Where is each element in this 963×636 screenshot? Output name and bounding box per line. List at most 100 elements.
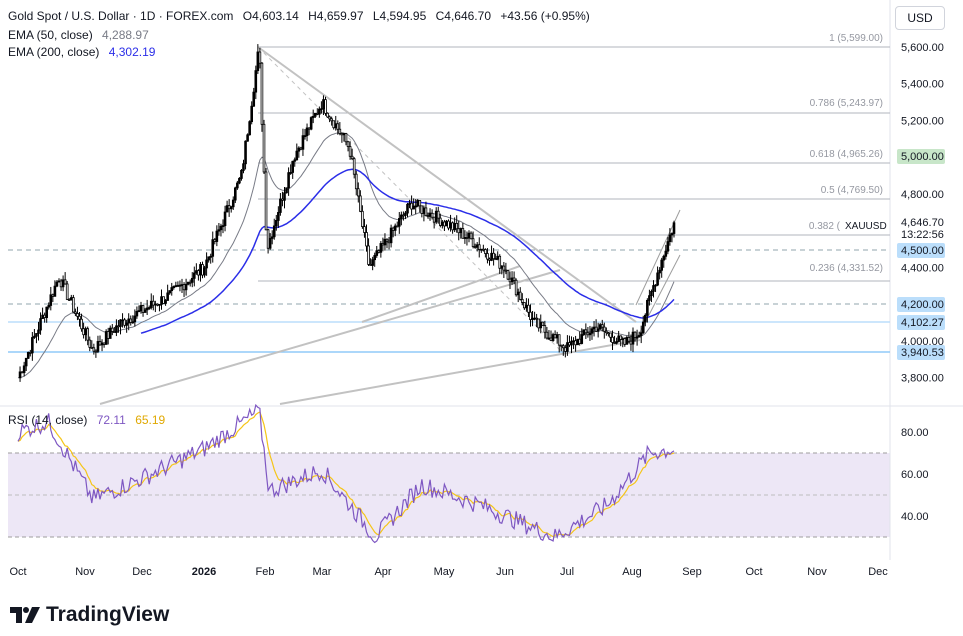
candle-body bbox=[447, 220, 450, 229]
rsi-tick-label: 40.00 bbox=[901, 511, 929, 523]
symbol-title[interactable]: Gold Spot / U.S. Dollar · 1D · FOREX.com bbox=[8, 9, 234, 23]
fib-label-0786: 0.786 (5,243.97) bbox=[810, 98, 883, 109]
rsi-legend[interactable]: RSI (14, close) 72.11 65.19 bbox=[8, 413, 171, 427]
candle-body bbox=[603, 326, 606, 332]
candle-body bbox=[26, 352, 30, 359]
candle-body bbox=[117, 325, 120, 328]
currency-button[interactable]: USD bbox=[895, 6, 945, 30]
time-tick-label: Apr bbox=[374, 566, 391, 578]
candle-body bbox=[408, 202, 411, 205]
badge-3940-bg bbox=[897, 345, 945, 360]
candle-body bbox=[631, 331, 635, 345]
time-tick-label: Dec bbox=[132, 566, 152, 578]
candle-body bbox=[541, 321, 545, 327]
time-tick-label: Sep bbox=[682, 566, 702, 578]
time-tick-label: Feb bbox=[256, 566, 275, 578]
candle-body bbox=[293, 159, 297, 162]
candle-body bbox=[238, 178, 241, 184]
time-tick-label: May bbox=[434, 566, 455, 578]
candle-body bbox=[217, 229, 221, 232]
candle-body bbox=[580, 334, 584, 344]
candle-body bbox=[594, 326, 598, 332]
candle-body bbox=[342, 133, 346, 136]
candle-body bbox=[578, 338, 581, 344]
price-tick-label: 5,600.00 bbox=[901, 42, 944, 54]
candle-body bbox=[574, 340, 577, 346]
candle-body bbox=[61, 279, 65, 288]
candle-body bbox=[313, 112, 317, 117]
candle-body bbox=[582, 329, 586, 335]
candle-body bbox=[619, 335, 622, 340]
candle-body bbox=[412, 205, 415, 210]
candle-body bbox=[644, 314, 647, 323]
candle-body bbox=[166, 292, 169, 301]
candle-body bbox=[28, 352, 32, 354]
candle-body bbox=[609, 332, 612, 338]
rsi-axis[interactable]: 80.00 60.00 40.00 bbox=[901, 427, 929, 523]
candle-body bbox=[354, 173, 358, 190]
candle-body bbox=[535, 317, 538, 320]
candle-body bbox=[564, 347, 567, 352]
rsi-label: RSI (14, close) bbox=[8, 413, 88, 427]
candle-body bbox=[285, 187, 288, 194]
candle-body bbox=[637, 335, 641, 338]
candle-body bbox=[387, 240, 391, 244]
candle-body bbox=[397, 218, 401, 227]
candle-body bbox=[250, 105, 254, 123]
candle-body bbox=[465, 237, 469, 239]
candle-body bbox=[611, 336, 614, 343]
candle-body bbox=[158, 303, 161, 306]
price-axis[interactable]: 5,600.00 5,400.00 5,200.00 4,800.00 4,400.00… bbox=[901, 42, 944, 385]
candle-body bbox=[607, 332, 610, 335]
candle-body bbox=[160, 296, 163, 305]
candle-body bbox=[502, 265, 506, 271]
candle-body bbox=[57, 280, 61, 283]
candle-body bbox=[629, 340, 633, 345]
candle-body bbox=[592, 326, 596, 330]
candle-body bbox=[646, 299, 649, 316]
candle-body bbox=[82, 328, 85, 336]
badge-3940: 3,940.53 bbox=[901, 347, 944, 359]
candle-body bbox=[596, 328, 600, 332]
candle-body bbox=[80, 318, 83, 330]
candle-body bbox=[395, 225, 399, 228]
candle-body bbox=[180, 284, 184, 287]
tradingview-logo-icon bbox=[10, 607, 40, 623]
candle-body bbox=[184, 283, 188, 291]
candle-body bbox=[484, 249, 487, 254]
candle-body bbox=[129, 318, 133, 323]
candle-body bbox=[627, 336, 631, 342]
candle-body bbox=[121, 319, 124, 322]
trendlines bbox=[99, 46, 681, 405]
candle-body bbox=[525, 304, 528, 309]
candle-body bbox=[625, 336, 629, 345]
candle-body bbox=[473, 246, 477, 248]
candle-body bbox=[86, 328, 90, 341]
candle-body bbox=[24, 357, 28, 367]
candle-body bbox=[375, 250, 379, 256]
candle-body bbox=[426, 215, 430, 218]
candle-body bbox=[553, 334, 557, 339]
tradingview-logo-text: TradingView bbox=[46, 603, 170, 626]
candle-body bbox=[617, 335, 620, 342]
ema50-legend[interactable]: EMA (50, close) 4,288.97 bbox=[8, 28, 155, 42]
candle-body bbox=[393, 225, 397, 231]
candle-body bbox=[381, 243, 385, 246]
candle-body bbox=[45, 306, 48, 318]
candle-body bbox=[494, 258, 497, 261]
candle-body bbox=[211, 239, 215, 257]
candle-body bbox=[332, 120, 335, 129]
rsi-tick-label: 80.00 bbox=[901, 427, 929, 439]
candle-body bbox=[164, 300, 167, 304]
candle-body bbox=[486, 253, 489, 260]
symbol-legend[interactable]: Gold Spot / U.S. Dollar · 1D · FOREX.com… bbox=[8, 9, 596, 23]
candle-body bbox=[654, 284, 657, 287]
ema200-legend[interactable]: EMA (200, close) 4,302.19 bbox=[8, 45, 161, 59]
badge-countdown: 13:22:56 bbox=[901, 229, 944, 241]
time-axis[interactable]: Oct Nov Dec 2026 Feb Mar Apr May Jun Jul Aug Sep Oct… bbox=[9, 566, 888, 578]
tradingview-logo[interactable]: TradingView bbox=[10, 603, 169, 627]
candle-body bbox=[182, 284, 186, 291]
trendline-support bbox=[279, 339, 641, 405]
candle-body bbox=[170, 287, 174, 292]
